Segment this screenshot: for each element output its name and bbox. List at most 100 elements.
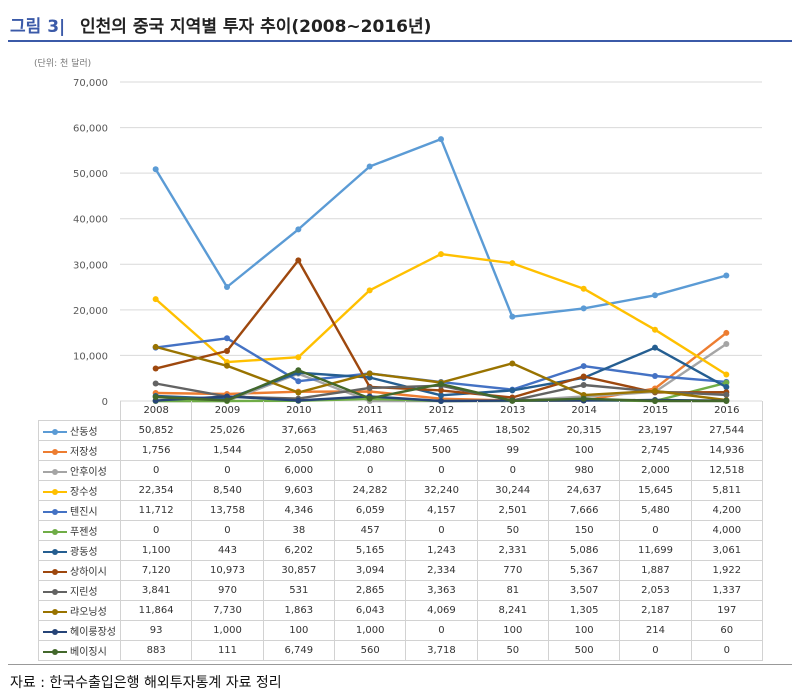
data-label: 5,811 [690, 480, 763, 501]
source-divider [8, 664, 792, 665]
data-label: 4,346 [262, 500, 335, 521]
data-point [366, 287, 373, 294]
data-label: 2,334 [405, 560, 478, 581]
table-row: 베이징시 883 111 6,749 560 3,718 50 500 0 0 [38, 640, 763, 661]
data-point [723, 391, 730, 398]
data-label: 0 [619, 520, 692, 541]
data-point [509, 387, 516, 394]
data-point [152, 296, 159, 303]
data-point [580, 363, 587, 370]
data-label: 15,645 [619, 480, 692, 501]
data-label: 5,480 [619, 500, 692, 521]
y-tick-label: 50,000 [73, 169, 108, 180]
legend-entry: 저장성 [38, 440, 121, 461]
data-label: 9,603 [262, 480, 335, 501]
x-tick-label: 2008 [119, 401, 193, 421]
legend-swatch-icon [43, 628, 67, 636]
data-label: 6,749 [262, 640, 335, 661]
data-label: 0 [333, 460, 407, 481]
data-label: 30,244 [476, 480, 549, 501]
table-row: 푸젠성 0 0 38 457 0 50 150 0 4,000 [38, 520, 763, 541]
data-label: 150 [547, 520, 621, 541]
data-label: 3,061 [690, 540, 763, 561]
legend-swatch-icon [43, 428, 67, 436]
legend-entry: 산동성 [38, 420, 121, 441]
table-row: 지린성 3,841 970 531 2,865 3,363 81 3,507 2,053 1,33… [38, 580, 763, 601]
y-tick-label: 60,000 [73, 124, 108, 135]
data-label: 197 [690, 600, 763, 621]
data-label: 4,069 [405, 600, 478, 621]
data-point [295, 378, 302, 385]
legend-entry: 광동성 [38, 540, 121, 561]
data-table-container: 2008 2009 2010 2011 2012 2013 2014 2015 2016 산동성… [38, 401, 763, 661]
data-point [652, 292, 658, 299]
data-point [580, 285, 587, 292]
data-label: 0 [405, 620, 478, 641]
legend-swatch-icon [43, 608, 67, 616]
data-point [366, 395, 373, 402]
legend-entry: 상하이시 [38, 560, 121, 581]
table-row: 헤이룽장성 93 1,000 100 1,000 0 100 100 214 60 [38, 620, 763, 641]
data-point [723, 371, 730, 378]
data-label: 5,367 [547, 560, 621, 581]
data-label: 2,000 [619, 460, 692, 481]
data-label: 500 [547, 640, 621, 661]
table-row: 산동성 50,852 25,026 37,663 51,463 57,465 18,502 2… [38, 420, 763, 441]
legend-swatch-icon [43, 548, 67, 556]
data-point [509, 360, 516, 367]
legend-label: 저장성 [70, 447, 98, 458]
data-label: 60 [690, 620, 763, 641]
data-label: 24,637 [547, 480, 621, 501]
data-label: 531 [262, 580, 335, 601]
data-label: 457 [333, 520, 407, 541]
table-row: 안후이성 0 0 6,000 0 0 0 980 2,000 12,518 [38, 460, 763, 481]
data-point [224, 283, 230, 290]
data-point [152, 166, 159, 173]
data-label: 2,745 [619, 440, 692, 461]
data-label: 4,157 [405, 500, 478, 521]
figure-title: 인천의 중국 지역별 투자 추이(2008~2016년) [80, 17, 432, 37]
data-label: 1,305 [547, 600, 621, 621]
data-label: 500 [405, 440, 478, 461]
legend-entry: 장수성 [38, 480, 121, 501]
x-tick-label: 2016 [690, 401, 763, 421]
data-point [295, 389, 302, 396]
data-point [580, 373, 587, 380]
data-label: 57,465 [405, 420, 478, 441]
data-point [224, 362, 230, 369]
data-label: 1,243 [405, 540, 478, 561]
data-label: 4,000 [690, 520, 763, 541]
data-label: 11,864 [119, 600, 193, 621]
data-label: 3,718 [405, 640, 478, 661]
data-label: 0 [119, 520, 193, 541]
unit-label: (단위: 천 달러) [34, 59, 92, 69]
data-label: 100 [547, 620, 621, 641]
data-point [652, 344, 658, 351]
data-label: 214 [619, 620, 692, 641]
legend-swatch-icon [43, 508, 67, 516]
legend-swatch-icon [43, 448, 67, 456]
data-point [509, 260, 516, 267]
data-label: 980 [547, 460, 621, 481]
x-tick-label: 2009 [191, 401, 264, 421]
legend-label: 상하이시 [70, 567, 107, 578]
legend-swatch-icon [43, 648, 67, 656]
data-label: 2,501 [476, 500, 549, 521]
data-label: 6,202 [262, 540, 335, 561]
table-header-row: 2008 2009 2010 2011 2012 2013 2014 2015 2016 [38, 401, 763, 421]
legend-label: 광동성 [70, 547, 98, 558]
data-point [152, 380, 159, 387]
legend-label: 장수성 [70, 487, 98, 498]
series-line [154, 252, 727, 376]
data-label: 1,922 [690, 560, 763, 581]
series-line [154, 137, 727, 318]
figure-label: 그림 3| [10, 17, 66, 37]
table-row: 광동성 1,100 443 6,202 5,165 1,243 2,331 5,086 11,6… [38, 540, 763, 561]
data-label: 23,197 [619, 420, 692, 441]
data-point [509, 313, 516, 320]
legend-swatch-icon [43, 468, 67, 476]
legend-label: 텐진시 [70, 507, 98, 518]
data-label: 99 [476, 440, 549, 461]
line-chart: 010,00020,00030,00040,00050,00060,00070,… [73, 78, 762, 408]
data-point [295, 354, 302, 361]
